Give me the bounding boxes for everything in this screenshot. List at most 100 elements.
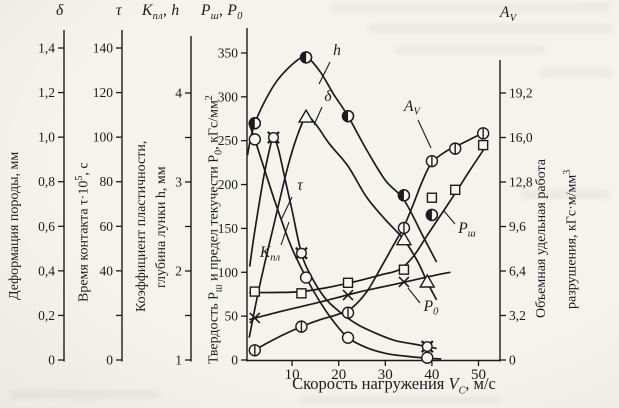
axis-title-text: глубина лунки h, мм [154,166,169,288]
axis-title-text: , с [76,162,92,176]
tick-label: 0,8 [38,174,55,189]
axis-header-av: АV [500,4,517,24]
p0-symbol: Р [227,2,238,19]
psh-symbol-sub: ш [210,11,220,23]
y-axis-hk: 1 2 3 4 [175,36,192,368]
tick-label: 0 [509,353,516,368]
tick-label: 30 [378,367,393,383]
exponent: 2 [204,95,215,101]
tick-label: 3 [175,175,182,190]
axis-title-hardness: Твердость Рш и предел текучести Р0, кГс/… [201,95,227,364]
exponent: 5 [74,175,85,181]
axis-header-psh-p0: Рш, Р0 [201,2,243,22]
tick-label: 3,2 [509,308,526,323]
series-label-h: h [318,42,341,85]
tick-label: 6,4 [509,264,526,279]
series-curve-av [248,131,486,354]
tick-label: 16,0 [509,130,533,145]
x-title-text: , м/с [465,374,496,393]
axis-title-text: Твердость Р [206,292,222,364]
axis-title-plasticity-line1: Коэффициент пластичности, [133,141,150,312]
tau-symbol: τ [116,2,122,19]
tick-label: 120 [93,85,114,100]
exponent: 3 [562,169,573,175]
axis-title-text: разрушения, кГс·м/мм [564,174,580,309]
series-markers-delta [297,108,436,288]
tick-label: 0,2 [38,308,55,323]
axis-title-text: Коэффициент пластичности, [134,140,149,312]
av-symbol: А [500,4,510,21]
tick-label: 300 [218,89,239,104]
curve-label: Кпл [259,244,281,264]
series-markers-psh [249,139,489,299]
axis-title-contact-time: Время контакта τ·105, с [71,162,93,302]
series-curve-kpl [248,136,437,350]
tick-label: 40 [100,263,114,278]
axis-title-text: и предел текучести Р [206,154,222,285]
tick-label: 0,6 [38,219,55,234]
series-markers-h [248,51,439,222]
tick-label: 50 [225,309,239,324]
tick-label: 1,0 [38,130,55,145]
series-markers-tau [248,133,434,364]
tick-label: 9,6 [509,219,526,234]
axis-header-delta: δ [56,2,64,20]
axis-title-work-line2: разрушения, кГс·м/мм3 [559,170,581,309]
y-axis-av: 0 3,2 6,4 9,6 12,8 16,0 19,2 [499,60,533,368]
scan-bleed-artifact [10,390,160,399]
scan-bleed-artifact [395,46,545,54]
tick-label: 1 [175,353,182,368]
av-symbol-sub: V [509,13,517,25]
subscript: ш [213,284,225,293]
tick-label: 60 [100,219,114,234]
tick-label: 0 [231,353,238,368]
y-axis-tau: 0 40 60 80 100 120 140 [93,30,123,368]
series-label-delta: δ [313,88,332,126]
separator: , [163,2,172,19]
psh-symbol: Р [201,2,211,19]
tick-label: 140 [93,41,114,56]
vc-symbol: V [448,374,459,393]
tick-label: 150 [218,221,239,236]
x-title-text: Скорость нагружения [292,374,449,393]
curve-label: Р0 [423,298,439,318]
tick-label: 4 [175,86,182,101]
tick-label: 20 [331,367,346,383]
tick-label: 10 [285,367,300,383]
tick-label: 40 [424,367,439,383]
h-symbol: h [171,2,180,19]
scan-bleed-artifact [300,396,500,404]
axis-title-text: Объемная удельная работа [534,159,549,318]
series-curve-p0 [248,271,451,321]
curve-label: h [333,42,341,59]
axis-header-kpl-h: Кпл, h [142,2,179,22]
tick-label: 250 [218,133,239,148]
vc-symbol-sub: С [458,385,466,397]
separator: , [219,2,228,19]
axis-title-deformation: Деформация породы, мм [6,152,23,300]
axis-title-plasticity-line2: глубина лунки h, мм [153,166,170,288]
series-curve-tau [248,123,442,360]
axis-title-text: , кГс/мм [206,100,222,150]
y-axis-p: 0 50 100 150 200 250 300 350 [218,28,248,368]
x-axis-title: Скорость нагружения VС, м/с [244,374,544,396]
scan-bleed-artifact [520,190,610,199]
axis-header-tau: τ [116,2,122,20]
tick-label: 0 [48,353,55,368]
curve-label: АV [403,98,421,118]
series-curve-psh [249,146,487,294]
axis-title-text: Время контакта τ·10 [76,180,92,302]
delta-symbol: δ [56,2,64,19]
scan-bleed-artifact [540,68,612,77]
series-markers-av [248,127,490,357]
tick-label: 1,4 [38,41,55,56]
scan-bleed-artifact [330,3,610,13]
tick-label: 80 [100,174,114,189]
tick-label: 100 [93,130,114,145]
series-label-p0: Р0 [407,287,439,318]
tick-label: 100 [218,265,239,280]
p0-symbol-sub: 0 [237,11,243,23]
series-markers-p0 [249,276,410,324]
